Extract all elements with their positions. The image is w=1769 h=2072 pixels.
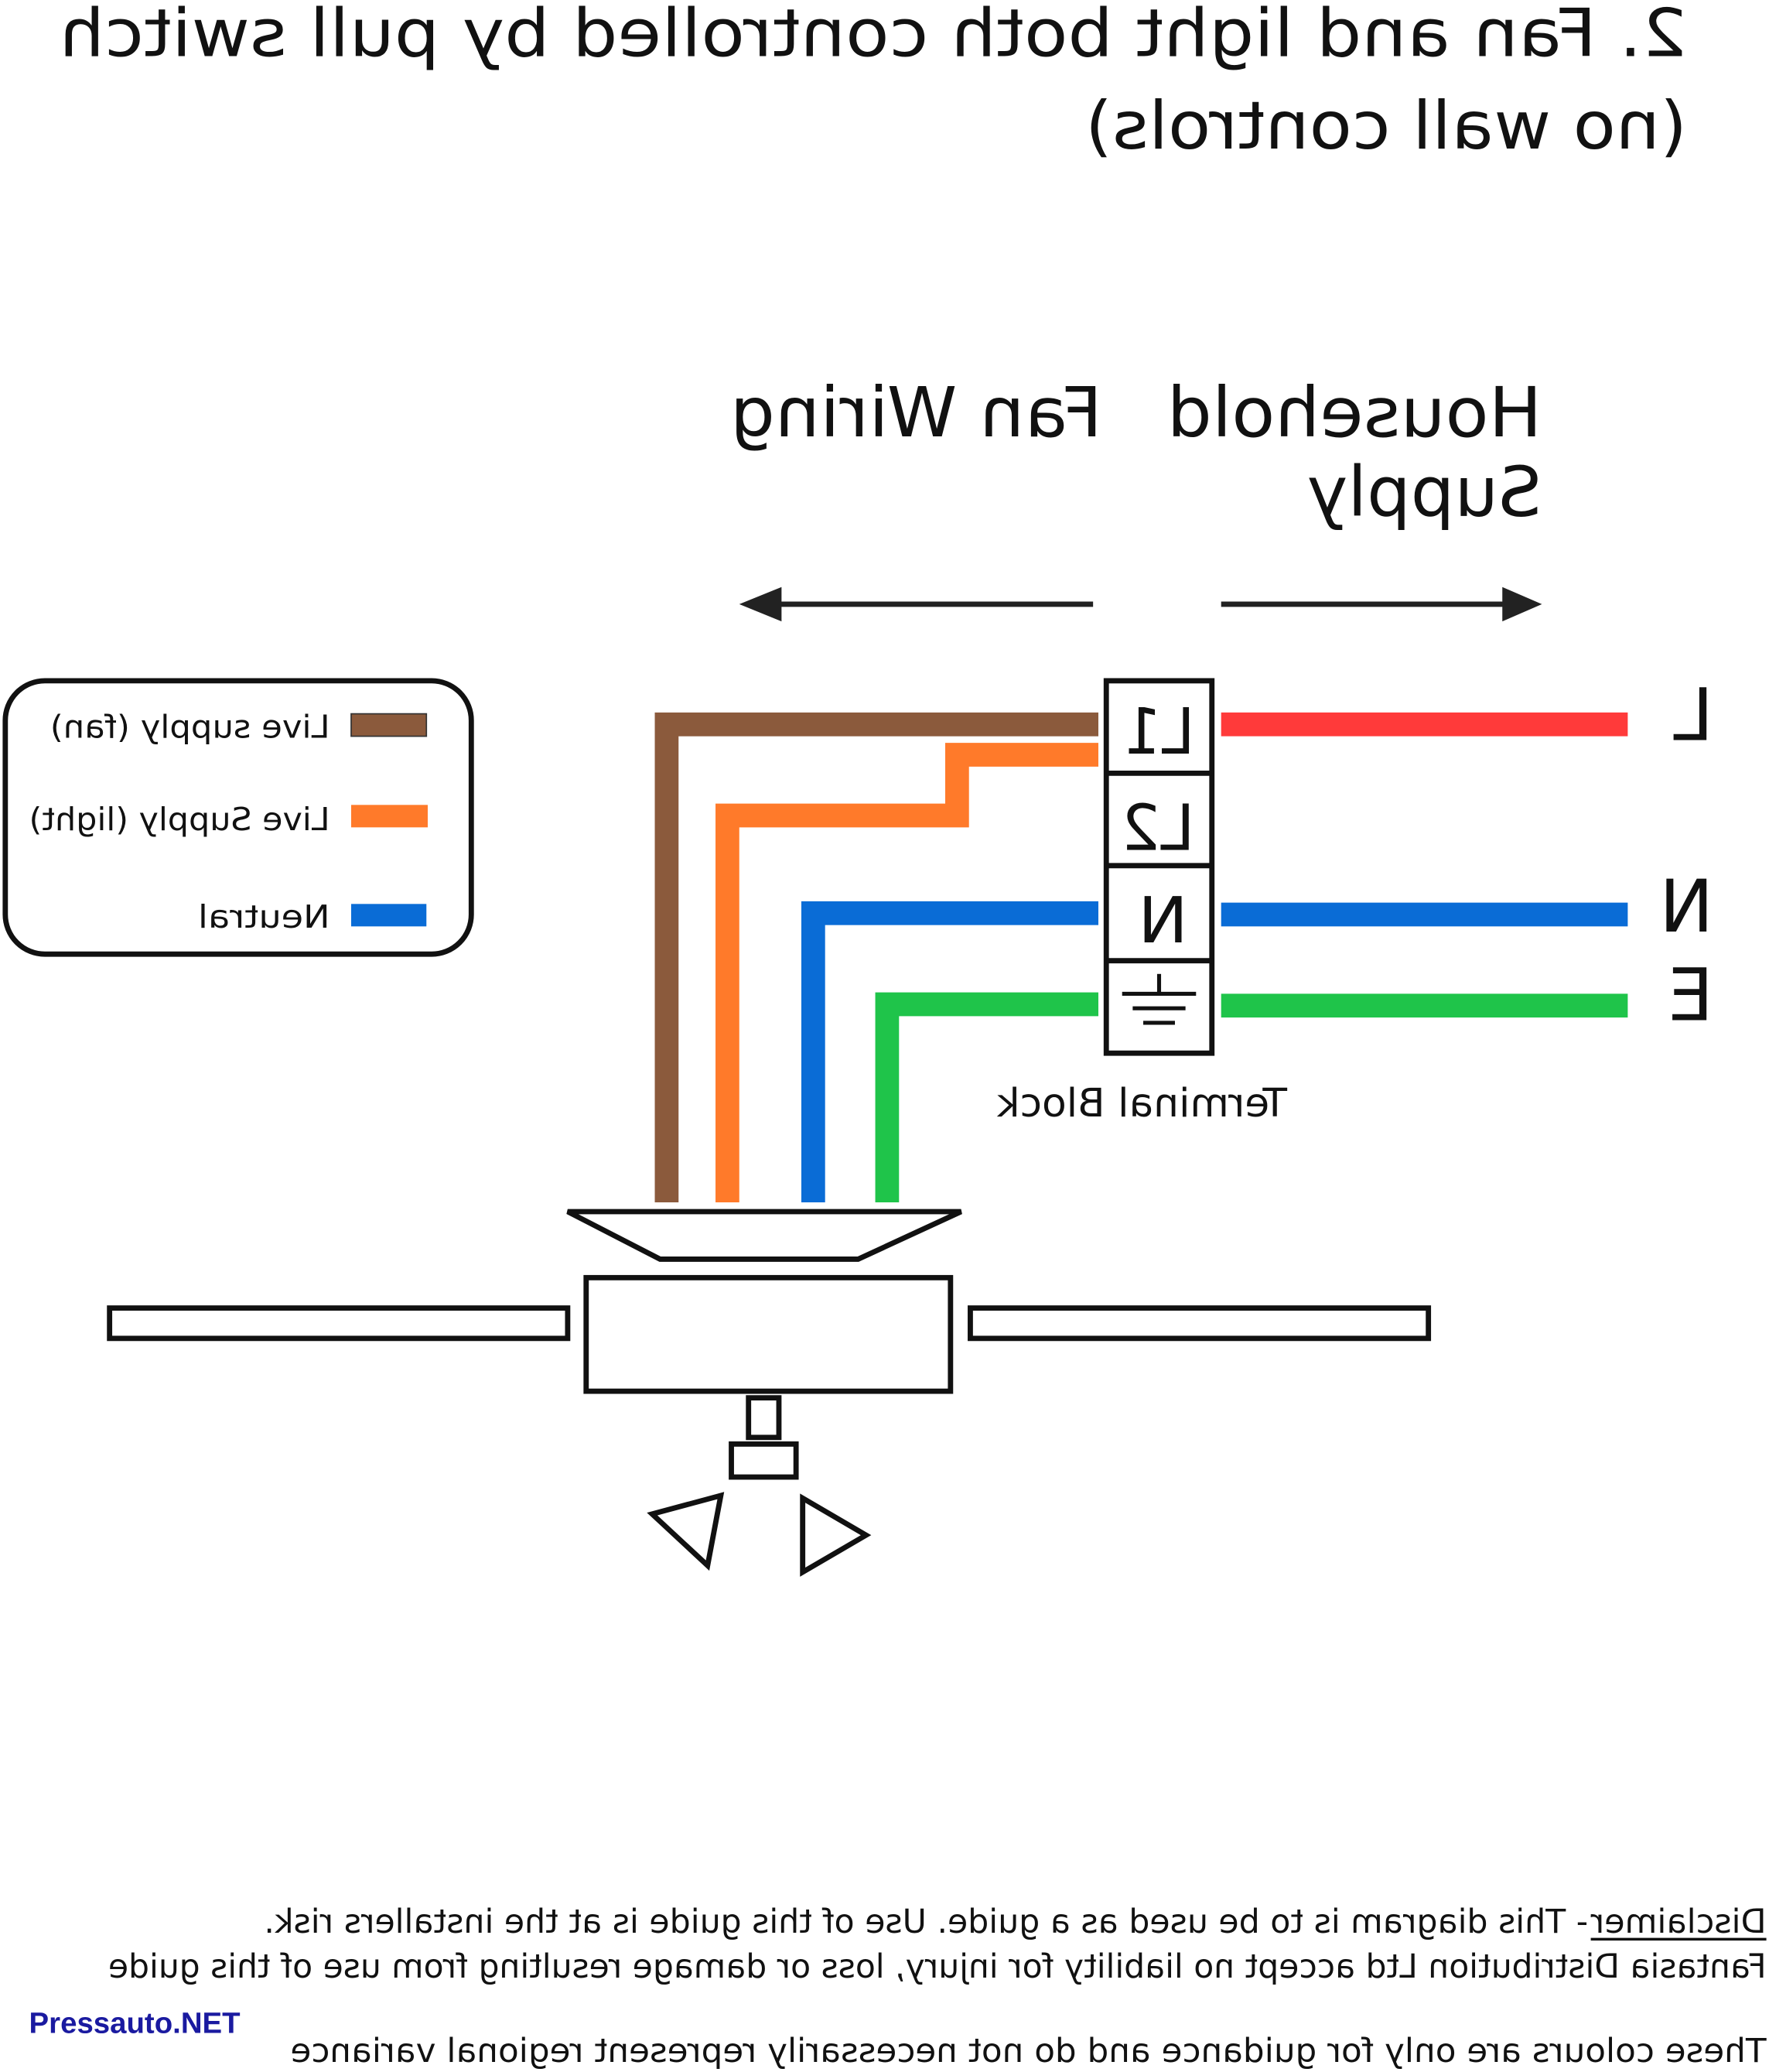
terminal-block-label: Terminal Block bbox=[996, 1080, 1288, 1127]
terminal-n: N bbox=[1138, 884, 1188, 958]
supply-label-e: E bbox=[1668, 954, 1713, 1038]
legend-swatch-light bbox=[350, 805, 428, 828]
wire-fan-live bbox=[654, 712, 1098, 1203]
legend-swatch-fan bbox=[350, 713, 428, 737]
disclaimer-line3: These colours are only for guidance and … bbox=[290, 2032, 1767, 2070]
title-line2: (no wall controls) bbox=[1085, 88, 1687, 165]
watermark: Pressauto.NET bbox=[29, 2007, 241, 2040]
terminal-l2: L2 bbox=[1121, 792, 1195, 865]
disclaimer-line2: Fantasia Distribution Ltd accept no liab… bbox=[108, 1947, 1767, 1986]
arrow-left-icon bbox=[739, 586, 1094, 622]
fan-wiring-label: Fan Wiring bbox=[730, 373, 1102, 453]
legend: Live supply (fan) Live Supply (light) Ne… bbox=[2, 678, 474, 957]
legend-label-light: Live Supply (light) bbox=[29, 801, 330, 838]
terminal-block: L1 L2 N bbox=[1103, 678, 1215, 1056]
wire-earth-fan bbox=[875, 992, 1098, 1203]
legend-label-fan: Live supply (fan) bbox=[50, 708, 330, 745]
wire-light-live bbox=[715, 743, 1098, 1203]
wire-supply-earth bbox=[1221, 993, 1628, 1018]
disclaimer-heading: Disclaimer bbox=[1590, 1903, 1766, 1941]
wire-supply-neutral bbox=[1221, 902, 1628, 927]
terminal-l1: L1 bbox=[1123, 696, 1194, 769]
supply-label: Supply bbox=[1307, 453, 1542, 532]
disclaimer-line1: - This diagram is to be used as a guide.… bbox=[264, 1903, 1588, 1941]
wire-neutral-fan bbox=[801, 901, 1098, 1203]
legend-swatch-neutral bbox=[350, 904, 427, 927]
supply-label-l: L bbox=[1673, 674, 1713, 758]
wire-supply-live bbox=[1221, 712, 1628, 737]
ceiling-fan-icon bbox=[107, 1209, 1432, 1577]
supply-label-n: N bbox=[1659, 865, 1713, 949]
legend-label-neutral: Neutral bbox=[198, 898, 330, 935]
household-label: Household bbox=[1167, 373, 1542, 453]
arrow-right-icon bbox=[1221, 586, 1542, 622]
title-line1: 2. Fan and light both controlled by pull… bbox=[60, 0, 1687, 73]
earth-ground-icon bbox=[1122, 973, 1197, 1025]
